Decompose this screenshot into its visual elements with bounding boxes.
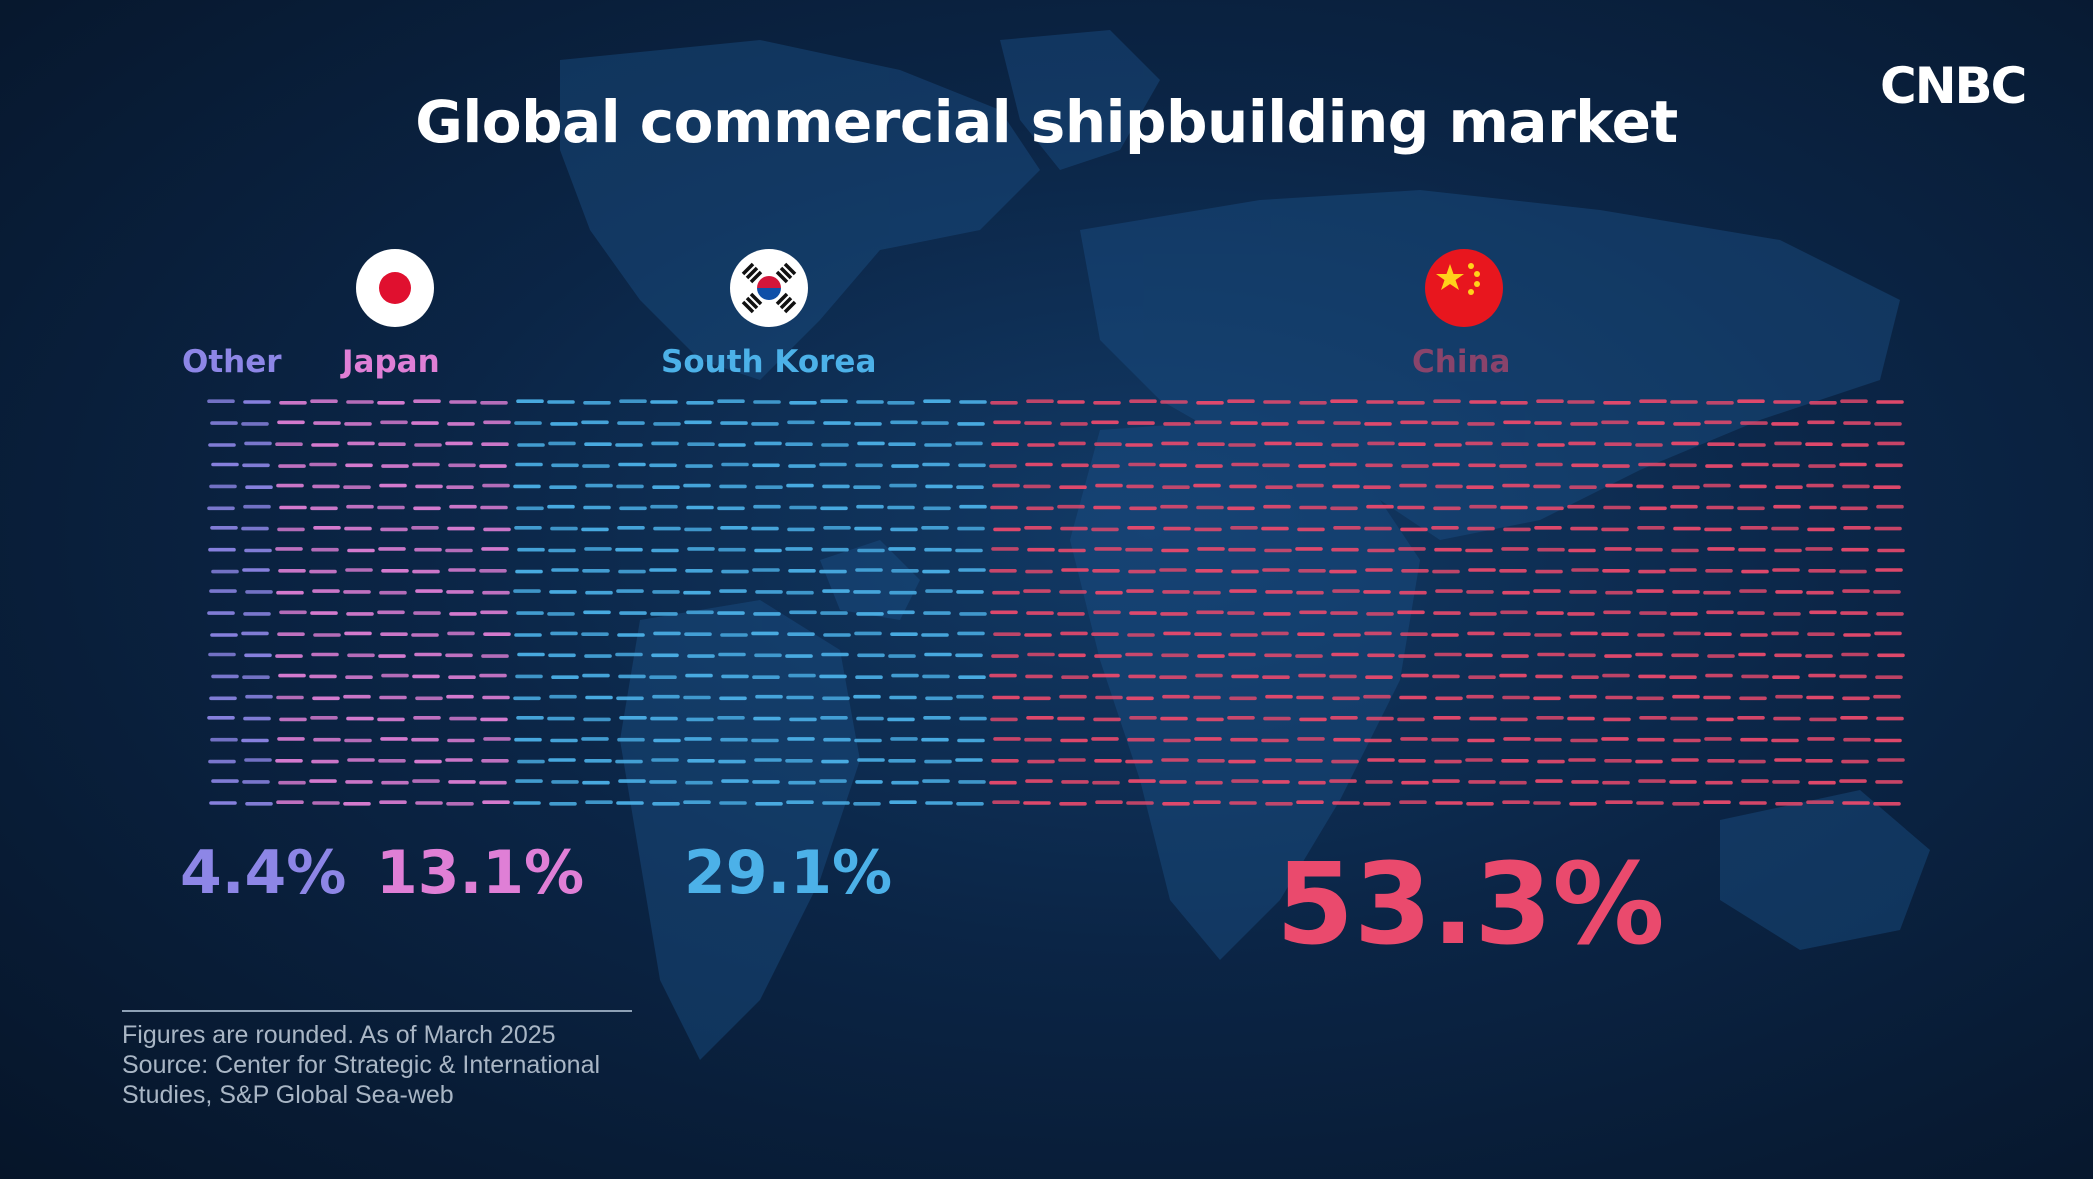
south-korea-flag-icon	[730, 249, 808, 327]
footer-divider	[122, 1010, 632, 1012]
dash-group-china	[989, 399, 1905, 806]
value-label-japan: 13.1%	[376, 838, 585, 908]
dash-group-south-korea	[513, 399, 987, 806]
japan-flag-icon	[356, 249, 434, 327]
category-label-other: Other	[182, 344, 282, 380]
value-label-other: 4.4%	[180, 838, 347, 908]
dash-group-other	[207, 399, 273, 806]
china-flag-icon	[1425, 249, 1503, 327]
category-label-south-korea: South Korea	[661, 344, 877, 380]
value-label-china: 53.3%	[1276, 840, 1665, 970]
dash-group-japan	[275, 399, 511, 806]
source-note-line: Studies, S&P Global Sea-web	[122, 1081, 454, 1109]
source-note-line: Source: Center for Strategic & Internati…	[122, 1051, 601, 1079]
cnbc-logo: CNBC	[1880, 57, 2027, 115]
category-label-japan: Japan	[342, 344, 440, 380]
chart-title: Global commercial shipbuilding market	[415, 88, 1678, 156]
source-note-line: Figures are rounded. As of March 2025	[122, 1021, 556, 1049]
value-label-south-korea: 29.1%	[684, 838, 893, 908]
source-note: Figures are rounded. As of March 2025 So…	[122, 1020, 682, 1110]
category-label-china: China	[1412, 344, 1511, 380]
